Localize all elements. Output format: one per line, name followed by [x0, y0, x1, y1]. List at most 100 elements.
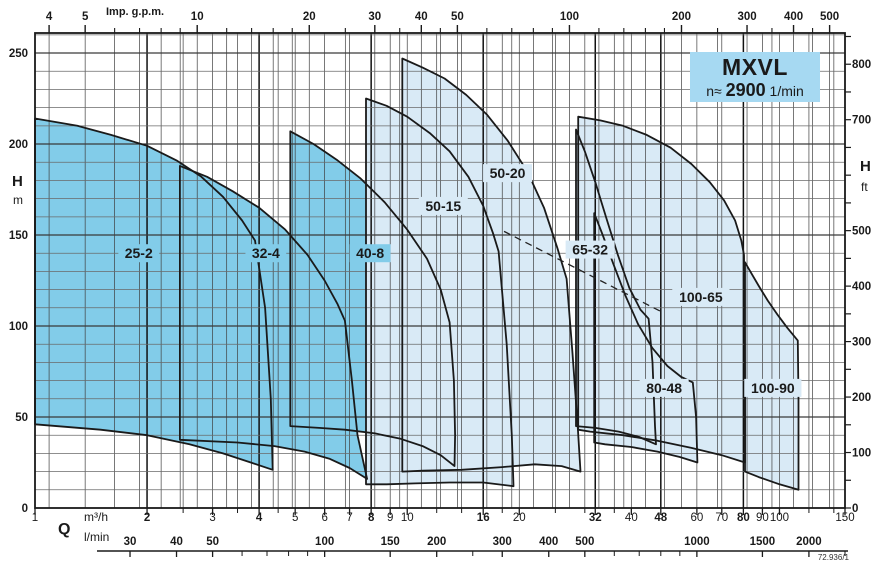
- bottom-tick-label: 90: [756, 512, 769, 524]
- speed-prefix: n≈: [706, 83, 722, 100]
- pump-label-50-20: 50-20: [490, 165, 526, 181]
- pump-label-bg: [418, 196, 468, 215]
- bottom-tick-label: 3: [209, 512, 215, 524]
- pump-label-bg: [483, 164, 533, 183]
- top-axis-unit: Imp. g.p.m.: [106, 6, 165, 18]
- envelope-outline-25-2: [34, 117, 274, 471]
- lmin-tick-label: 200: [427, 536, 446, 548]
- bottom-tick-label: 32: [589, 512, 602, 524]
- dashed-limit-line: [503, 230, 662, 313]
- envelope-outline-80-48: [593, 212, 699, 464]
- left-axis-unit: m: [13, 193, 23, 207]
- left-axis-symbol: H: [12, 173, 23, 190]
- pump-label-100-90: 100-90: [751, 380, 795, 396]
- top-tick-label: 30: [368, 11, 381, 23]
- pump-label-25-2: 25-2: [125, 245, 153, 261]
- top-tick-label: 500: [820, 11, 839, 23]
- bottom-axis-unit-m3h: m³/h: [84, 510, 108, 524]
- top-tick-label: 300: [737, 11, 756, 23]
- top-tick-label: 20: [303, 11, 316, 23]
- top-tick-label: 50: [451, 11, 464, 23]
- envelope-outline-100-90: [744, 261, 800, 491]
- bottom-tick-label: 9: [387, 512, 393, 524]
- top-tick-label: 5: [82, 11, 89, 23]
- lmin-tick-label: 40: [170, 536, 183, 548]
- lmin-tick-label: 500: [575, 536, 594, 548]
- model-title-box: MXVL n≈ 2900 1/min: [690, 52, 820, 102]
- top-tick-label: 100: [560, 11, 579, 23]
- lmin-tick-label: 1500: [750, 536, 776, 548]
- left-tick-label: 150: [9, 230, 28, 242]
- pump-label-bg: [672, 287, 730, 306]
- lmin-tick-label: 50: [206, 536, 219, 548]
- bottom-tick-label: 20: [513, 512, 526, 524]
- drawing-number: 72.936/1: [817, 553, 849, 562]
- bottom-tick-label: 10: [401, 512, 414, 524]
- left-tick-label: 100: [9, 321, 28, 333]
- bottom-tick-label: 8: [368, 512, 375, 524]
- right-tick-label: 100: [852, 448, 871, 460]
- bottom-tick-label: 150: [835, 512, 854, 524]
- pump-label-bg: [349, 244, 391, 263]
- pump-label-80-48: 80-48: [646, 380, 682, 396]
- top-tick-label: 40: [415, 11, 428, 23]
- lmin-tick-label: 2000: [796, 536, 822, 548]
- right-axis-unit: ft: [861, 180, 868, 194]
- lmin-tick-label: 300: [493, 536, 512, 548]
- bottom-tick-label: 6: [321, 512, 327, 524]
- right-tick-label: 0: [852, 503, 858, 515]
- right-tick-label: 700: [852, 115, 871, 127]
- top-tick-label: 400: [784, 11, 803, 23]
- left-tick-label: 250: [9, 48, 28, 60]
- envelope-outline-50-20: [401, 57, 582, 473]
- left-tick-label: 50: [15, 412, 28, 424]
- pump-label-50-15: 50-15: [425, 198, 461, 214]
- top-tick-label: 10: [191, 11, 204, 23]
- lmin-tick-label: 400: [539, 536, 558, 548]
- pump-label-65-32: 65-32: [572, 242, 608, 258]
- bottom-axis-unit-lmin: l/min: [84, 530, 110, 544]
- model-speed: n≈ 2900 1/min: [690, 80, 820, 101]
- bottom-axis-symbol: Q: [58, 521, 71, 538]
- lmin-tick-label: 150: [381, 536, 400, 548]
- right-tick-label: 200: [852, 392, 871, 404]
- right-tick-label: 800: [852, 59, 871, 71]
- envelope-outline-65-32: [575, 128, 657, 446]
- lmin-tick-label: 1000: [684, 536, 710, 548]
- pump-label-32-4: 32-4: [252, 245, 280, 261]
- bottom-tick-label: 5: [292, 512, 298, 524]
- left-tick-label: 200: [9, 139, 28, 151]
- envelope-outline-100-65: [577, 115, 746, 464]
- pump-label-bg: [118, 244, 160, 263]
- right-tick-label: 300: [852, 337, 871, 349]
- bottom-tick-label: 100: [770, 512, 789, 524]
- top-tick-label: 200: [672, 11, 691, 23]
- envelope-fill-50-20: [402, 58, 581, 472]
- bottom-tick-label: 16: [477, 512, 490, 524]
- pump-label-bg: [744, 378, 802, 397]
- pump-label-40-8: 40-8: [356, 245, 384, 261]
- left-tick-label: 0: [22, 503, 28, 515]
- bottom-tick-label: 2: [144, 512, 150, 524]
- right-tick-label: 400: [852, 281, 871, 293]
- bottom-tick-label: 80: [737, 512, 750, 524]
- envelope-outline-50-15: [365, 97, 515, 488]
- speed-unit: 1/min: [769, 83, 804, 100]
- right-tick-label: 500: [852, 226, 871, 238]
- bottom-tick-label: 60: [690, 512, 703, 524]
- right-axis-symbol: H: [860, 158, 871, 175]
- pump-label-bg: [245, 244, 287, 263]
- bottom-tick-label: 40: [625, 512, 638, 524]
- lmin-tick-label: 30: [124, 536, 137, 548]
- bottom-tick-label: 48: [654, 512, 667, 524]
- lmin-tick-label: 100: [315, 536, 334, 548]
- bottom-tick-label: 1: [32, 512, 38, 524]
- bottom-tick-label: 70: [715, 512, 728, 524]
- bottom-tick-label: 4: [256, 512, 263, 524]
- top-tick-label: 4: [46, 11, 53, 23]
- bottom-tick-label: 7: [346, 512, 352, 524]
- model-title: MXVL: [722, 54, 788, 80]
- pump-label-bg: [639, 378, 689, 397]
